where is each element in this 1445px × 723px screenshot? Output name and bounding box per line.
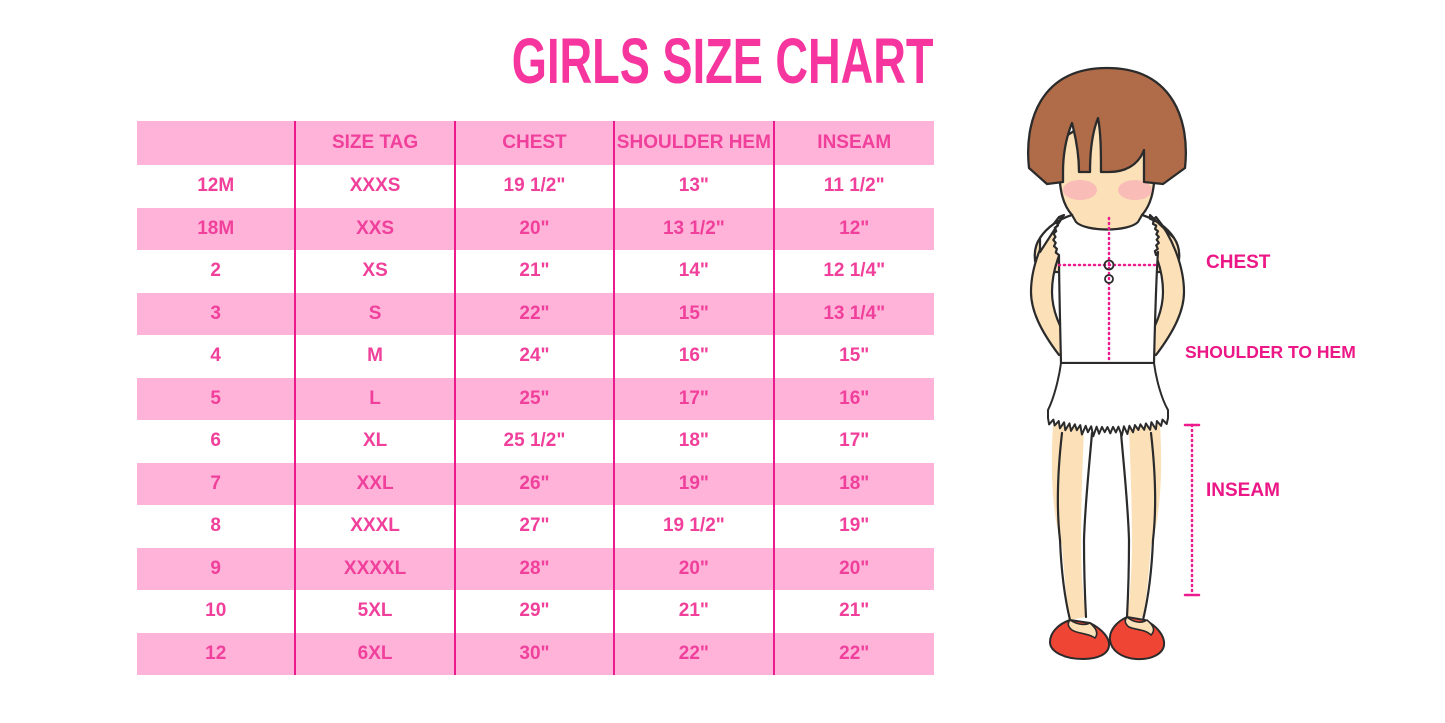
svg-text:SHOULDER TO HEM: SHOULDER TO HEM [1185, 342, 1356, 362]
svg-text:CHEST: CHEST [1206, 252, 1271, 273]
svg-text:INSEAM: INSEAM [1206, 480, 1280, 501]
